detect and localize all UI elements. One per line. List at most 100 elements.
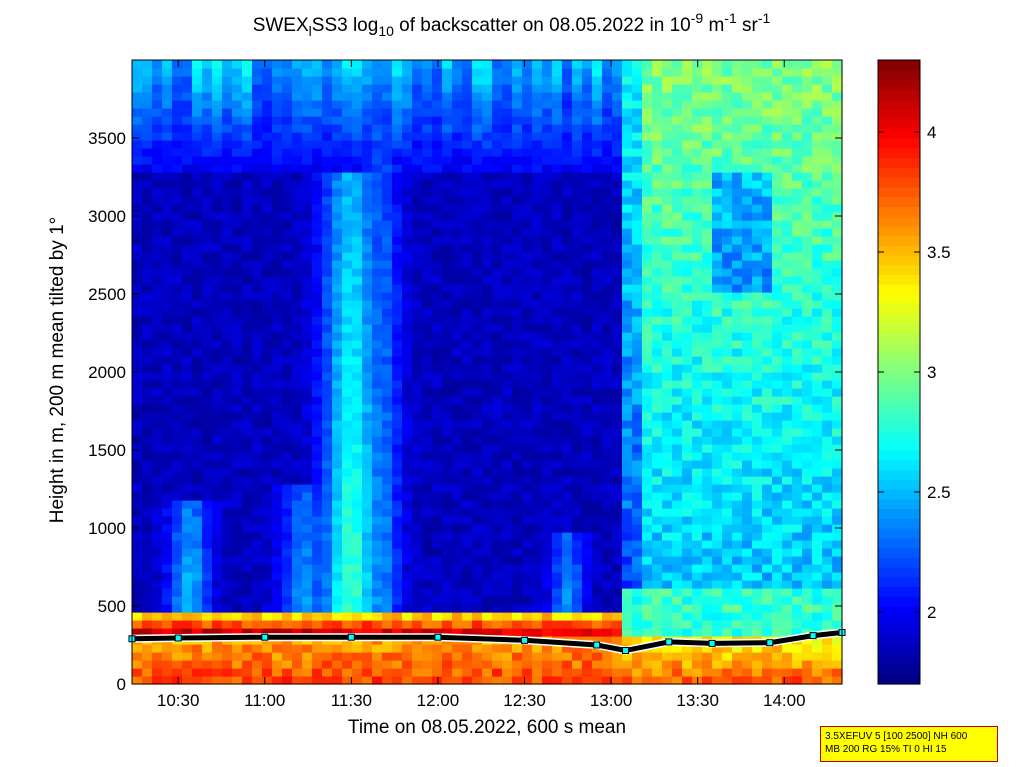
- heatmap-cell: [652, 452, 663, 461]
- heatmap-cell: [502, 124, 513, 133]
- heatmap-cell: [162, 612, 173, 621]
- heatmap-cell: [762, 84, 773, 93]
- heatmap-cell: [682, 348, 693, 357]
- heatmap-cell: [392, 452, 403, 461]
- heatmap-cell: [462, 388, 473, 397]
- heatmap-cell: [602, 540, 613, 549]
- heatmap-cell: [752, 356, 763, 365]
- heatmap-cell: [542, 604, 553, 613]
- heatmap-cell: [412, 164, 423, 173]
- heatmap-cell: [162, 540, 173, 549]
- heatmap-cell: [762, 108, 773, 117]
- heatmap-cell: [202, 268, 213, 277]
- heatmap-cell: [212, 500, 223, 509]
- heatmap-cell: [402, 324, 413, 333]
- heatmap-cell: [162, 180, 173, 189]
- heatmap-cell: [602, 516, 613, 525]
- heatmap-cell: [142, 100, 153, 109]
- heatmap-cell: [352, 476, 363, 485]
- heatmap-cell: [662, 572, 673, 581]
- heatmap-cell: [262, 124, 273, 133]
- heatmap-cell: [502, 596, 513, 605]
- heatmap-cell: [392, 388, 403, 397]
- heatmap-cell: [402, 620, 413, 629]
- heatmap-cell: [612, 76, 623, 85]
- heatmap-cell: [332, 68, 343, 77]
- heatmap-cell: [682, 668, 693, 677]
- heatmap-cell: [702, 492, 713, 501]
- heatmap-cell: [402, 284, 413, 293]
- heatmap-cell: [602, 68, 613, 77]
- heatmap-cell: [422, 316, 433, 325]
- heatmap-cell: [452, 476, 463, 485]
- heatmap-cell: [462, 292, 473, 301]
- heatmap-cell: [562, 404, 573, 413]
- heatmap-cell: [522, 148, 533, 157]
- heatmap-cell: [482, 676, 493, 685]
- heatmap-cell: [692, 356, 703, 365]
- heatmap-cell: [152, 452, 163, 461]
- heatmap-cell: [612, 132, 623, 141]
- heatmap-cell: [372, 84, 383, 93]
- heatmap-cell: [202, 260, 213, 269]
- heatmap-cell: [332, 220, 343, 229]
- heatmap-cell: [302, 364, 313, 373]
- heatmap-cell: [362, 68, 373, 77]
- heatmap-cell: [712, 172, 723, 181]
- heatmap-cell: [672, 252, 683, 261]
- heatmap-cell: [142, 260, 153, 269]
- heatmap-cell: [392, 468, 403, 477]
- heatmap-cell: [292, 452, 303, 461]
- heatmap-cell: [622, 284, 633, 293]
- heatmap-cell: [632, 412, 643, 421]
- heatmap-cell: [432, 276, 443, 285]
- heatmap-cell: [692, 388, 703, 397]
- heatmap-cell: [252, 332, 263, 341]
- heatmap-cell: [352, 76, 363, 85]
- heatmap-cell: [512, 300, 523, 309]
- heatmap-cell: [532, 676, 543, 685]
- heatmap-cell: [312, 260, 323, 269]
- heatmap-cell: [362, 260, 373, 269]
- heatmap-cell: [442, 84, 453, 93]
- heatmap-cell: [692, 284, 703, 293]
- heatmap-cell: [702, 180, 713, 189]
- heatmap-cell: [142, 580, 153, 589]
- heatmap-cell: [382, 188, 393, 197]
- heatmap-cell: [422, 140, 433, 149]
- heatmap-cell: [712, 468, 723, 477]
- heatmap-cell: [422, 564, 433, 573]
- heatmap-cell: [712, 348, 723, 357]
- heatmap-cell: [402, 148, 413, 157]
- heatmap-cell: [352, 364, 363, 373]
- heatmap-cell: [232, 292, 243, 301]
- heatmap-cell: [492, 412, 503, 421]
- heatmap-cell: [282, 596, 293, 605]
- heatmap-cell: [262, 372, 273, 381]
- heatmap-cell: [692, 396, 703, 405]
- heatmap-cell: [692, 468, 703, 477]
- heatmap-cell: [312, 620, 323, 629]
- heatmap-cell: [382, 76, 393, 85]
- heatmap-cell: [482, 540, 493, 549]
- heatmap-cell: [462, 604, 473, 613]
- heatmap-cell: [632, 524, 643, 533]
- heatmap-cell: [422, 428, 433, 437]
- heatmap-cell: [682, 132, 693, 141]
- heatmap-cell: [332, 604, 343, 613]
- heatmap-cell: [642, 548, 653, 557]
- heatmap-cell: [172, 276, 183, 285]
- heatmap-cell: [172, 228, 183, 237]
- heatmap-cell: [542, 644, 553, 653]
- heatmap-cell: [212, 548, 223, 557]
- heatmap-cell: [612, 356, 623, 365]
- heatmap-cell: [192, 84, 203, 93]
- heatmap-cell: [442, 644, 453, 653]
- heatmap-cell: [302, 492, 313, 501]
- heatmap-cell: [462, 124, 473, 133]
- heatmap-cell: [552, 276, 563, 285]
- heatmap-cell: [602, 372, 613, 381]
- heatmap-cell: [452, 132, 463, 141]
- heatmap-cell: [162, 420, 173, 429]
- heatmap-cell: [482, 516, 493, 525]
